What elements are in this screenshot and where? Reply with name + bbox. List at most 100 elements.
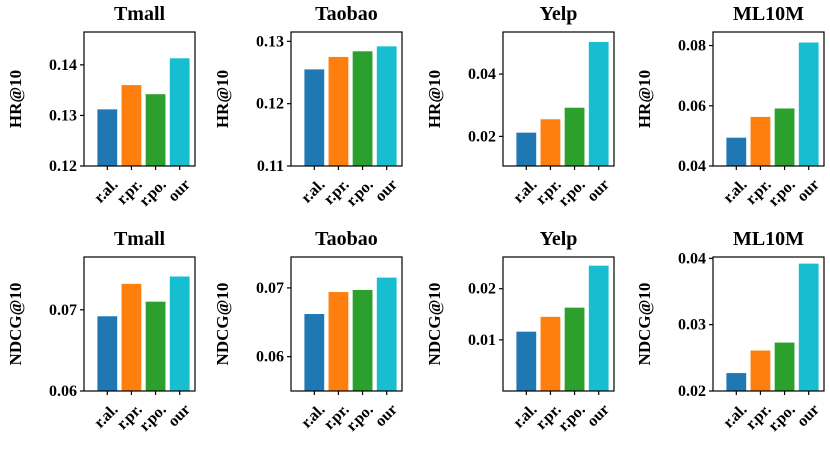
y-tick-label: 0.06 — [256, 349, 284, 366]
y-tick-label: 0.06 — [49, 383, 77, 400]
x-tick-label: r.al. — [720, 176, 750, 206]
x-tick-label: our — [372, 401, 401, 430]
y-tick-label: 0.06 — [678, 98, 706, 115]
bar-ral — [726, 373, 747, 391]
bar-our — [169, 58, 190, 166]
y-axis-label: NDCG@10 — [635, 283, 654, 366]
bar-rpo — [564, 307, 585, 391]
y-tick-label: 0.03 — [678, 317, 706, 334]
y-tick-label: 0.02 — [468, 128, 496, 145]
x-tick-label: r.al. — [298, 401, 328, 431]
axes-frame — [712, 256, 825, 392]
subplot-title: Tmall — [114, 228, 166, 250]
x-tick-label: r.al. — [91, 176, 121, 206]
y-axis-label: HR@10 — [635, 70, 654, 128]
x-tick-label: our — [794, 401, 823, 430]
subplot-title: Yelp — [540, 228, 578, 250]
bar-rpr — [750, 350, 771, 391]
subplot-ml10m-ndcg10: ML10MNDCG@10r.al.r.pr.r.po.our0.020.030.… — [635, 228, 825, 435]
bar-ral — [726, 137, 747, 166]
y-tick-label: 0.12 — [49, 158, 77, 175]
x-tick-label: our — [165, 176, 194, 205]
x-tick-label: r.al. — [91, 401, 121, 431]
y-tick-label: 0.11 — [257, 158, 284, 175]
x-tick-label: r.al. — [720, 401, 750, 431]
x-tick-label: our — [794, 176, 823, 205]
bar-rpr — [540, 316, 561, 391]
bar-rpo — [352, 51, 373, 166]
bar-our — [588, 265, 609, 391]
y-tick-label: 0.12 — [256, 96, 284, 113]
y-tick-label: 0.13 — [256, 33, 284, 50]
axes-frame — [290, 256, 403, 392]
subplot-title: ML10M — [733, 3, 804, 25]
y-tick-label: 0.14 — [49, 57, 77, 74]
bar-our — [798, 42, 819, 167]
axes-frame — [290, 31, 403, 167]
bar-rpo — [774, 108, 795, 166]
bar-rpr — [121, 283, 142, 391]
subplot-title: Taobao — [315, 228, 378, 250]
bar-rpr — [328, 56, 349, 166]
x-tick-label: our — [584, 176, 613, 205]
axes-frame — [502, 31, 615, 167]
subplot-taobao-hr10: TaobaoHR@10r.al.r.pr.r.po.our0.110.120.1… — [213, 3, 403, 210]
axes-frame — [712, 31, 825, 167]
y-tick-label: 0.08 — [678, 38, 706, 55]
subplot-title: Tmall — [114, 3, 166, 25]
bar-our — [588, 41, 609, 166]
bar-rpo — [774, 342, 795, 391]
bar-ral — [304, 69, 325, 166]
y-axis-label: HR@10 — [213, 70, 232, 128]
bar-rpo — [564, 107, 585, 166]
bar-our — [798, 263, 819, 391]
y-axis-label: NDCG@10 — [6, 283, 25, 366]
axes-frame — [83, 256, 196, 392]
bar-rpo — [145, 94, 166, 166]
bar-rpo — [352, 289, 373, 391]
bar-ral — [97, 316, 118, 391]
bar-our — [376, 277, 397, 391]
subplot-title: ML10M — [733, 228, 804, 250]
x-tick-label: our — [584, 401, 613, 430]
axes-frame — [83, 31, 196, 167]
y-tick-label: 0.13 — [49, 107, 77, 124]
y-tick-label: 0.04 — [468, 66, 496, 83]
bar-ral — [516, 331, 537, 391]
y-tick-label: 0.07 — [49, 302, 77, 319]
subplot-title: Yelp — [540, 3, 578, 25]
axes-frame — [502, 256, 615, 392]
x-tick-label: r.al. — [298, 176, 328, 206]
x-tick-label: our — [372, 176, 401, 205]
bar-rpr — [540, 119, 561, 166]
y-tick-label: 0.02 — [468, 281, 496, 298]
bar-ral — [97, 109, 118, 166]
y-tick-label: 0.04 — [678, 250, 706, 267]
x-tick-label: our — [165, 401, 194, 430]
x-tick-label: r.al. — [510, 176, 540, 206]
bar-ral — [304, 314, 325, 391]
bar-rpr — [750, 116, 771, 166]
y-tick-label: 0.01 — [468, 332, 496, 349]
bar-our — [376, 46, 397, 166]
y-tick-label: 0.04 — [678, 158, 706, 175]
bar-rpr — [121, 85, 142, 166]
y-axis-label: NDCG@10 — [213, 283, 232, 366]
y-axis-label: HR@10 — [6, 70, 25, 128]
y-axis-label: HR@10 — [425, 70, 444, 128]
x-tick-label: r.al. — [510, 401, 540, 431]
y-axis-label: NDCG@10 — [425, 283, 444, 366]
subplot-title: Taobao — [315, 3, 378, 25]
y-tick-label: 0.07 — [256, 280, 284, 297]
bar-ral — [516, 132, 537, 166]
bar-our — [169, 276, 190, 391]
y-tick-label: 0.02 — [678, 383, 706, 400]
bar-rpr — [328, 292, 349, 391]
